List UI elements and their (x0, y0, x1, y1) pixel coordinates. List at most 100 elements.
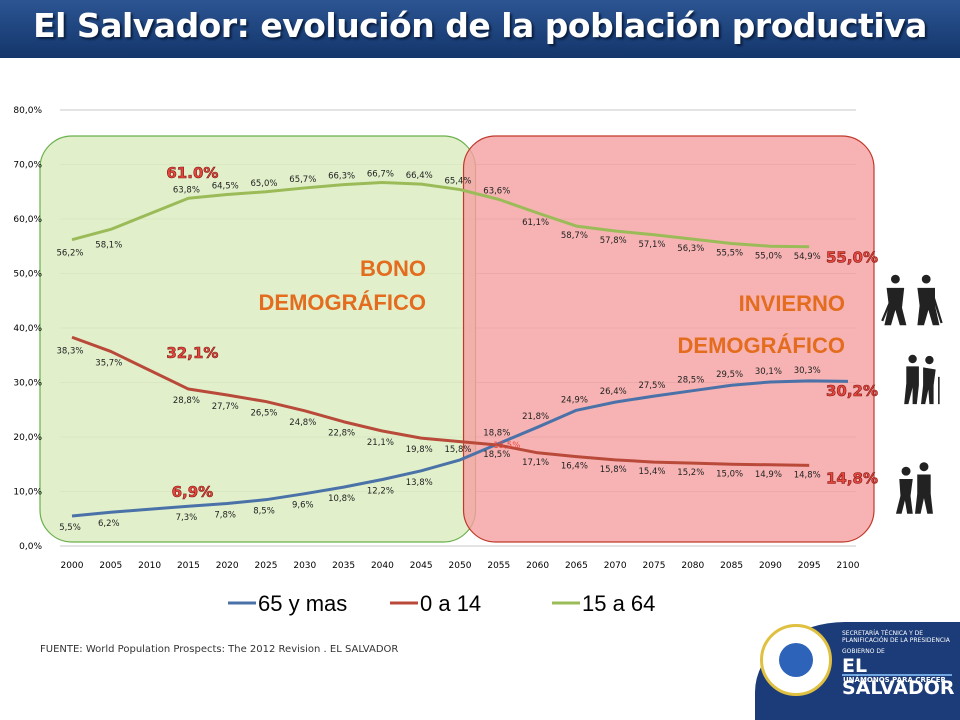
annotation: 15,5% (493, 441, 520, 451)
data-label: 64,5% (212, 181, 239, 191)
data-label: 8,5% (253, 507, 275, 517)
data-label: 15,2% (677, 468, 704, 478)
x-tick-label: 2065 (565, 561, 588, 571)
data-label: 57,8% (600, 236, 627, 246)
data-label: 5,5% (59, 523, 81, 533)
y-tick-label: 30,0% (13, 379, 42, 389)
logo-tagline: UNÁMONOS PARA CRECER (843, 676, 946, 684)
x-tick-label: 2020 (216, 561, 239, 571)
data-label: 6,2% (98, 519, 120, 529)
data-label: 63,6% (483, 186, 510, 196)
data-label: 66,4% (406, 171, 433, 181)
x-tick-label: 2015 (177, 561, 200, 571)
data-label: 30,3% (794, 366, 821, 376)
y-tick-label: 20,0% (13, 433, 42, 443)
x-tick-label: 2085 (720, 561, 743, 571)
seal-icon (760, 624, 832, 696)
x-tick-label: 2070 (604, 561, 627, 571)
data-label: 19,8% (406, 445, 433, 455)
chart-legend: 65 y mas 0 a 14 15 a 64 (228, 591, 655, 616)
data-label: 28,5% (677, 376, 704, 386)
data-label: 55,0% (755, 251, 782, 261)
y-tick-label: 0,0% (19, 542, 42, 552)
chart-icons (881, 273, 943, 514)
data-label: 29,5% (716, 370, 743, 380)
x-tick-label: 2100 (837, 561, 860, 571)
data-label: 16,4% (561, 462, 588, 472)
page-title: El Salvador: evolución de la población p… (33, 6, 927, 45)
x-tick-label: 2060 (526, 561, 549, 571)
data-label: 18,5% (483, 450, 510, 460)
data-label: 21,1% (367, 438, 394, 448)
workers-icon (881, 273, 943, 327)
data-label: 28,8% (173, 396, 200, 406)
data-label: 30,1% (755, 367, 782, 377)
data-label: 38,3% (56, 346, 83, 356)
data-label: 15,4% (638, 467, 665, 477)
data-label: 7,3% (176, 513, 198, 523)
elderly-couple-icon (903, 353, 940, 406)
x-tick-label: 2025 (255, 561, 278, 571)
data-label: 58,7% (561, 231, 588, 241)
data-label: 24,8% (289, 418, 316, 428)
region-label-invierno-2: DEMOGRÁFICO (678, 333, 845, 358)
x-tick-label: 2050 (449, 561, 472, 571)
data-label: 21,8% (522, 412, 549, 422)
x-tick-label: 2000 (61, 561, 84, 571)
data-label: 7,8% (214, 510, 236, 520)
data-label: 57,1% (638, 240, 665, 250)
data-label: 15,8% (600, 465, 627, 475)
chart: BONO DEMOGRÁFICO INVIERNO DEMOGRÁFICO 0,0% 1… (13, 106, 943, 616)
logo-stripe (842, 674, 952, 676)
data-label: 65,4% (444, 177, 471, 187)
annotation: 32,1% (166, 344, 218, 362)
annotation: 55,0% (826, 249, 878, 267)
data-label: 61,1% (522, 218, 549, 228)
title-bar (0, 0, 960, 58)
data-label: 63,8% (173, 185, 200, 195)
data-label: 17,1% (522, 458, 549, 468)
x-tick-label: 2040 (371, 561, 394, 571)
x-tick-label: 2090 (759, 561, 782, 571)
annotation: 6,9% (172, 483, 214, 501)
legend-entry-s0: 0 a 14 (420, 591, 481, 616)
data-label: 9,6% (292, 501, 314, 511)
x-tick-label: 2095 (798, 561, 821, 571)
y-tick-label: 40,0% (13, 324, 42, 334)
data-label: 54,9% (794, 252, 821, 262)
data-label: 65,7% (289, 175, 316, 185)
children-icon (895, 462, 933, 514)
data-label: 22,8% (328, 429, 355, 439)
series-line-s15 (71, 180, 810, 249)
data-label: 65,0% (250, 179, 277, 189)
data-label: 18,8% (483, 429, 510, 439)
data-label: 66,3% (328, 172, 355, 182)
annotation: 30,2% (826, 382, 878, 400)
data-label: 26,4% (600, 387, 627, 397)
x-tick-label: 2055 (487, 561, 510, 571)
data-label: 14,9% (755, 470, 782, 480)
data-label: 10,8% (328, 494, 355, 504)
chart-regions: BONO DEMOGRÁFICO INVIERNO DEMOGRÁFICO (39, 135, 875, 543)
data-label: 56,2% (56, 249, 83, 259)
y-tick-label: 10,0% (13, 488, 42, 498)
region-label-invierno: INVIERNO (739, 291, 845, 316)
data-label: 13,8% (406, 478, 433, 488)
y-tick-label: 70,0% (13, 161, 42, 171)
chart-axes: 0,0% 10,0% 20,0% 30,0% 40,0% 50,0% 60,0% 70,0% 8… (13, 106, 859, 571)
data-label: 12,2% (367, 487, 394, 497)
chart-annotations: 61.0% 32,1% 6,9% 55,0% 30,2% 14,8% 15,5% (166, 164, 878, 501)
logo-el-salvador: EL SALVADOR (842, 655, 955, 699)
legend-entry-s15: 15 a 64 (582, 591, 655, 616)
region-invierno-demografico (462, 135, 875, 543)
region-label-bono-2: DEMOGRÁFICO (259, 290, 426, 315)
x-tick-label: 2005 (99, 561, 122, 571)
legend-entry-s65: 65 y mas (258, 591, 347, 616)
data-label: 27,5% (638, 381, 665, 391)
logo-gobierno: GOBIERNO DE (842, 648, 885, 655)
x-tick-label: 2045 (410, 561, 433, 571)
chart-lines (71, 180, 849, 518)
data-label: 35,7% (95, 358, 122, 368)
logo-secretaria: SECRETARÍA TÉCNICA Y DE PLANIFICACIÓN DE… (842, 630, 950, 644)
region-label-bono: BONO (360, 256, 426, 281)
